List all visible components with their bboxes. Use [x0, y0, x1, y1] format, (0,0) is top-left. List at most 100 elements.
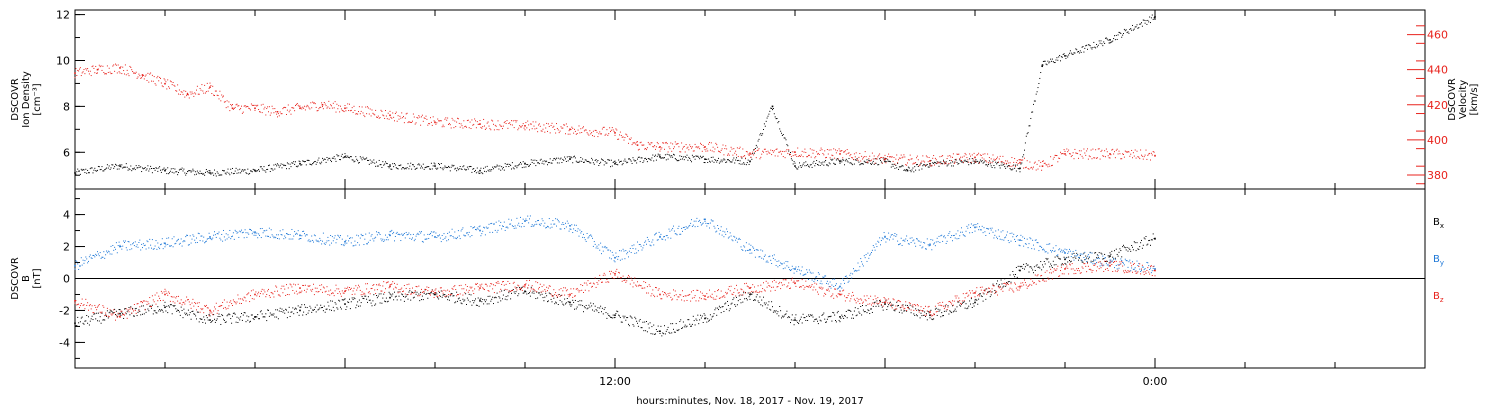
sample-point [1134, 242, 1136, 244]
sample-point [376, 234, 378, 236]
sample-point [137, 167, 139, 169]
sample-point [1143, 19, 1145, 21]
sample-point [102, 256, 104, 258]
sample-point [415, 293, 417, 295]
sample-point [258, 233, 260, 235]
sample-point [587, 237, 589, 239]
sample-point [832, 311, 834, 313]
sample-point [1046, 243, 1048, 245]
sample-point [529, 215, 531, 217]
sample-point [945, 242, 947, 244]
sample-point [617, 164, 619, 166]
sample-point [123, 166, 125, 168]
sample-point [790, 269, 792, 271]
sample-point [501, 166, 503, 168]
sample-point [653, 324, 655, 326]
sample-point [134, 169, 136, 171]
sample-point [280, 113, 282, 115]
sample-point [539, 159, 541, 161]
sample-point [195, 93, 197, 95]
sample-point [283, 238, 285, 240]
sample-point [647, 157, 649, 159]
sample-point [1022, 267, 1024, 269]
sample-point [994, 289, 996, 291]
sample-point [743, 245, 745, 247]
left-axis-label: DSCOVRIon Density[cm⁻³] [10, 71, 43, 128]
sample-point [766, 153, 768, 155]
sample-point [341, 238, 343, 240]
sample-point [806, 269, 808, 271]
sample-point [602, 313, 604, 315]
sample-point [142, 168, 144, 170]
sample-point [411, 168, 413, 170]
sample-point [870, 160, 872, 162]
sample-point [285, 237, 287, 239]
sample-point [576, 230, 578, 232]
sample-point [1032, 111, 1034, 113]
sample-point [754, 152, 755, 154]
sample-point [1034, 239, 1036, 241]
sample-point [1024, 237, 1025, 239]
sample-point [916, 164, 917, 166]
sample-point [676, 160, 678, 162]
sample-point [744, 246, 746, 248]
sample-point [846, 277, 848, 279]
sample-point [398, 295, 400, 297]
sample-point [483, 118, 485, 120]
sample-point [644, 241, 646, 243]
sample-point [757, 140, 759, 142]
sample-point [317, 240, 319, 242]
sample-point [313, 161, 315, 163]
sample-point [1049, 266, 1051, 268]
sample-point [934, 162, 936, 164]
sample-point [876, 158, 878, 160]
sample-point [980, 161, 982, 163]
sample-point [1108, 42, 1110, 44]
sample-point [459, 166, 461, 168]
sample-point [85, 256, 87, 258]
sample-point [348, 240, 350, 242]
sample-point [352, 159, 354, 161]
sample-point [662, 142, 664, 144]
sample-point [287, 234, 289, 236]
sample-point [956, 161, 958, 163]
sample-point [1078, 256, 1079, 258]
sample-point [94, 256, 96, 258]
sample-point [889, 160, 890, 162]
sample-point [781, 317, 782, 319]
sample-point [559, 130, 561, 132]
sample-point [759, 134, 761, 136]
sample-point [928, 166, 930, 168]
data-point [479, 123, 481, 125]
sample-point [366, 157, 368, 159]
sample-point [443, 294, 445, 296]
sample-point [513, 127, 515, 129]
sample-point [1058, 56, 1060, 58]
data-point [614, 256, 616, 259]
sample-point [565, 302, 567, 304]
sample-point [650, 333, 652, 335]
sample-point [955, 158, 957, 160]
sample-point [917, 159, 919, 161]
sample-point [1139, 23, 1141, 25]
sample-point [677, 160, 679, 162]
sample-point [218, 174, 220, 176]
sample-point [308, 310, 310, 312]
sample-point [862, 163, 863, 165]
data-point [209, 319, 211, 321]
sample-point [781, 153, 782, 155]
sample-point [566, 126, 568, 128]
sample-point [488, 125, 490, 127]
sample-point [710, 156, 712, 158]
sample-point [115, 310, 117, 312]
sample-point [148, 247, 150, 249]
sample-point [525, 291, 527, 293]
sample-point [1040, 261, 1042, 263]
sample-point [739, 146, 741, 148]
sample-point [367, 296, 369, 298]
sample-point [292, 238, 294, 240]
sample-point [660, 157, 662, 159]
sample-point [402, 117, 404, 119]
sample-point [244, 169, 246, 171]
sample-point [154, 83, 156, 85]
